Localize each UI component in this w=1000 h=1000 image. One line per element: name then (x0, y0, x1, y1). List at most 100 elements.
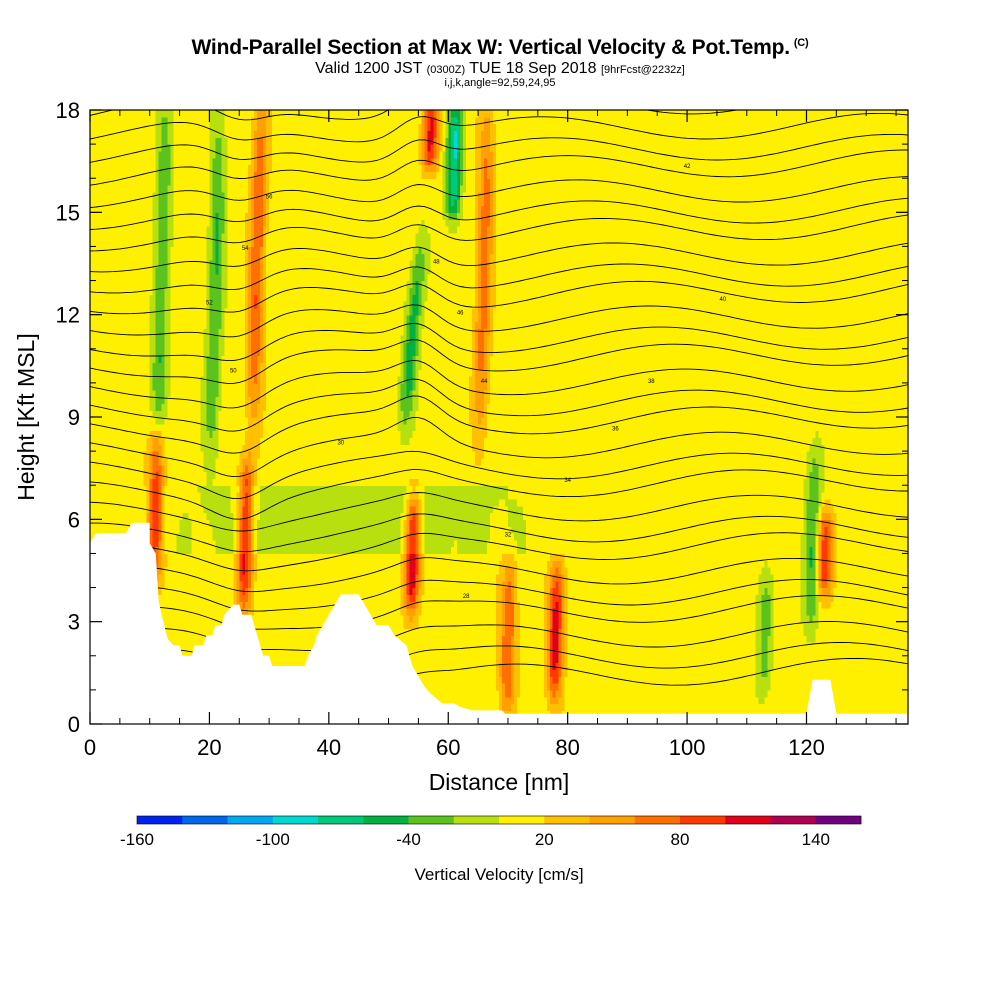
velocity-cell (90, 185, 94, 193)
velocity-cell (194, 396, 199, 404)
velocity-cell (221, 532, 225, 541)
velocity-cell (236, 246, 240, 254)
velocity-cell (122, 164, 127, 172)
velocity-cell (209, 150, 214, 159)
velocity-cell (170, 171, 175, 179)
velocity-cell (206, 560, 211, 568)
velocity-cell (90, 260, 94, 268)
velocity-cell (107, 505, 112, 514)
velocity-cell (209, 178, 214, 186)
velocity-cell (200, 294, 205, 302)
velocity-cell (206, 492, 211, 500)
velocity-cell (209, 348, 214, 357)
velocity-cell (245, 123, 249, 132)
velocity-cell (227, 423, 231, 432)
velocity-cell (203, 273, 208, 282)
velocity-cell (149, 348, 154, 357)
velocity-cell (179, 608, 184, 616)
velocity-cell (221, 219, 225, 227)
velocity-cell (161, 157, 166, 166)
velocity-cell (146, 178, 151, 186)
velocity-cell (203, 348, 208, 357)
velocity-cell (134, 150, 139, 159)
velocity-cell (200, 601, 205, 609)
velocity-cell (146, 239, 151, 248)
velocity-cell (110, 137, 115, 145)
velocity-cell (236, 519, 240, 527)
velocity-cell (125, 376, 130, 384)
velocity-cell (92, 280, 97, 288)
velocity-cell (188, 485, 193, 493)
velocity-cell (203, 246, 208, 254)
velocity-cell (155, 239, 160, 248)
velocity-cell (176, 628, 181, 636)
velocity-cell (185, 273, 190, 282)
velocity-cell (119, 417, 124, 425)
velocity-cell (167, 423, 172, 432)
velocity-cell (176, 116, 181, 125)
velocity-cell (248, 178, 252, 186)
velocity-cell (134, 430, 139, 439)
velocity-cell (119, 123, 124, 132)
velocity-cell (149, 532, 154, 541)
velocity-cell (164, 348, 169, 357)
velocity-cell (215, 532, 219, 541)
velocity-cell (191, 608, 196, 616)
velocity-cell (209, 396, 214, 404)
velocity-cell (176, 239, 181, 248)
velocity-cell (110, 471, 115, 479)
velocity-cell (239, 335, 243, 343)
velocity-cell (227, 410, 231, 418)
velocity-cell (200, 417, 205, 425)
velocity-cell (188, 457, 193, 466)
velocity-cell (158, 451, 163, 459)
velocity-cell (164, 417, 169, 425)
velocity-cell (140, 178, 145, 186)
velocity-cell (242, 601, 246, 609)
velocity-cell (104, 444, 109, 452)
velocity-cell (179, 567, 184, 575)
velocity-cell (137, 191, 142, 200)
velocity-cell (101, 335, 106, 343)
velocity-cell (209, 492, 214, 500)
velocity-cell (194, 403, 199, 411)
velocity-cell (90, 205, 94, 213)
velocity-cell (104, 457, 109, 466)
velocity-cell (176, 389, 181, 398)
velocity-cell (137, 260, 142, 268)
velocity-cell (191, 587, 196, 595)
velocity-cell (107, 266, 112, 275)
velocity-cell (98, 464, 103, 473)
velocity-cell (95, 144, 100, 152)
velocity-cell (131, 287, 136, 295)
velocity-cell (149, 389, 154, 398)
velocity-cell (242, 246, 246, 254)
velocity-cell (170, 157, 175, 166)
velocity-cell (236, 498, 240, 507)
velocity-cell (185, 519, 190, 527)
velocity-cell (131, 485, 136, 493)
velocity-cell (167, 430, 172, 439)
velocity-cell (140, 144, 145, 152)
velocity-cell (122, 328, 127, 336)
velocity-cell (173, 485, 178, 493)
velocity-cell (206, 498, 211, 507)
velocity-cell (134, 246, 139, 254)
velocity-cell (170, 137, 175, 145)
velocity-cell (143, 478, 148, 486)
velocity-cell (146, 198, 151, 207)
velocity-cell (245, 362, 249, 370)
velocity-cell (107, 451, 112, 459)
velocity-cell (167, 219, 172, 227)
velocity-cell (152, 144, 157, 152)
velocity-cell (242, 519, 246, 527)
velocity-cell (101, 232, 106, 241)
velocity-cell (104, 253, 109, 261)
velocity-cell (188, 423, 193, 432)
velocity-cell (242, 464, 246, 473)
velocity-cell (185, 144, 190, 152)
velocity-cell (209, 526, 214, 534)
velocity-cell (155, 423, 160, 432)
velocity-cell (92, 137, 97, 145)
velocity-cell (92, 451, 97, 459)
